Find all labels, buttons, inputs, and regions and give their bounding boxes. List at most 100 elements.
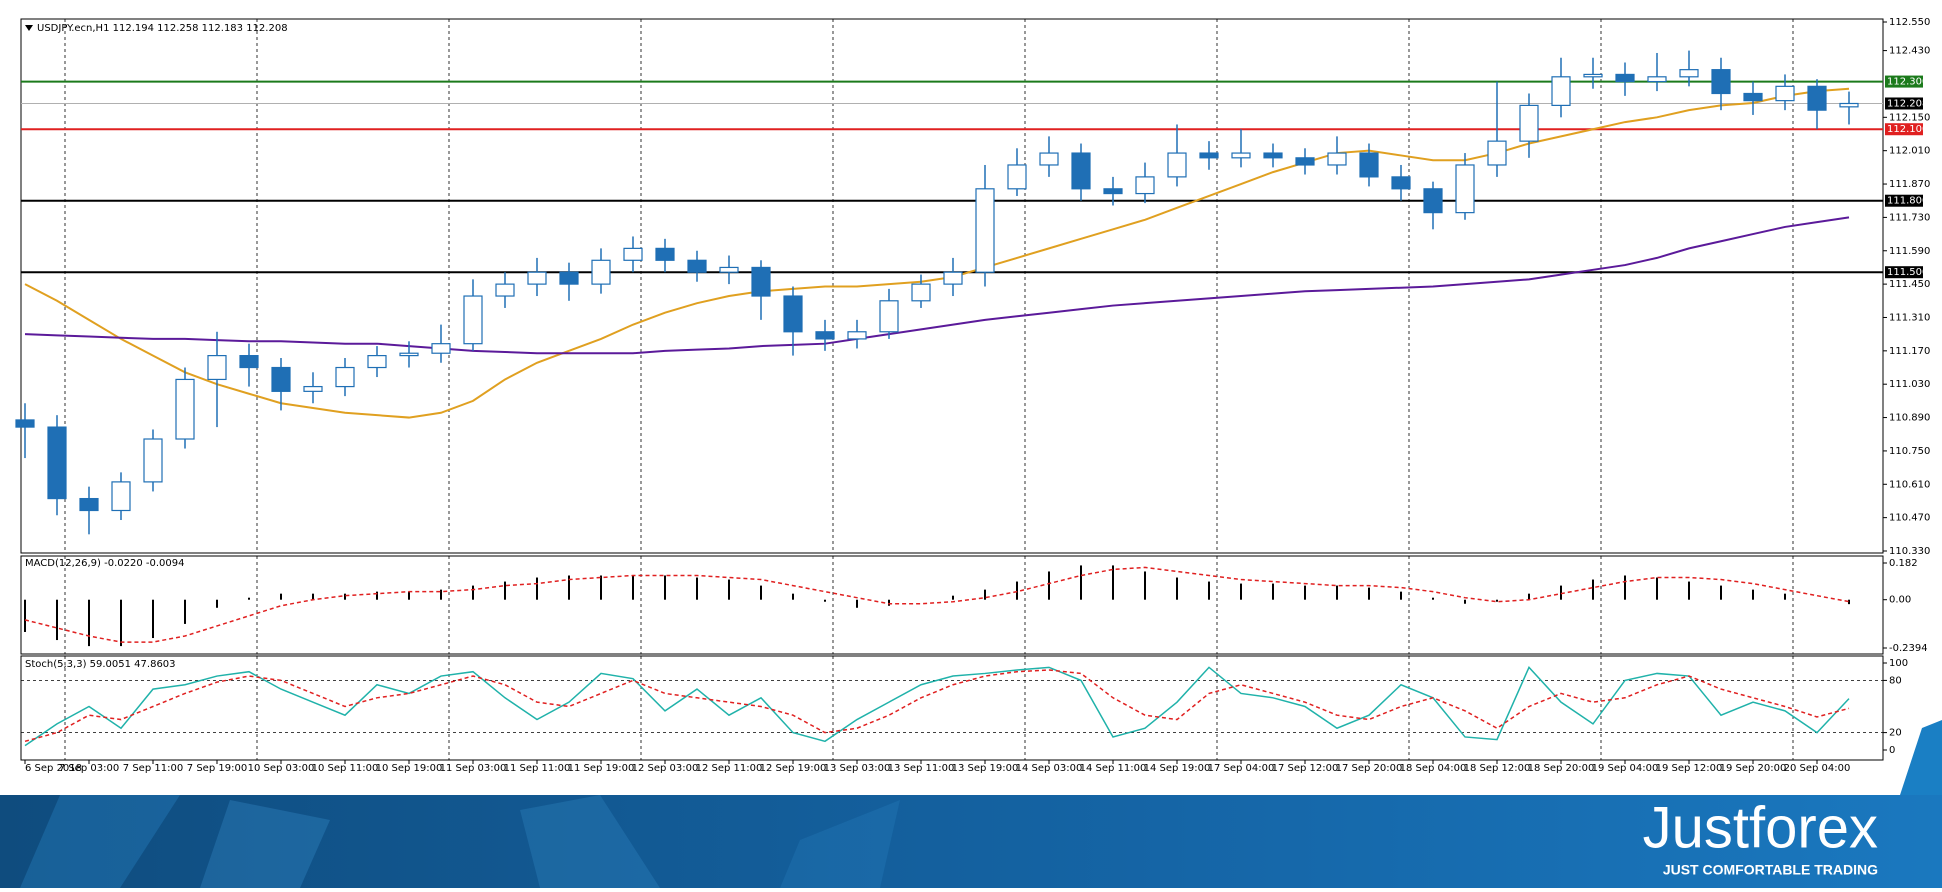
moving-average <box>24 216 1850 355</box>
candle-body <box>1647 76 1667 83</box>
candle-body <box>751 266 771 297</box>
x-tick-label: 18 Sep 04:00 <box>1400 763 1467 774</box>
x-tick-label: 11 Sep 11:00 <box>504 763 571 774</box>
panel-frame <box>20 655 1884 761</box>
y-tick-label: 80 <box>1889 675 1902 686</box>
candle-body <box>1295 157 1315 166</box>
y-tick-label: 110.890 <box>1889 413 1930 424</box>
candle-body <box>1839 102 1859 108</box>
x-tick-label: 19 Sep 04:00 <box>1592 763 1659 774</box>
candle-body <box>495 283 515 297</box>
candle-body <box>1487 140 1507 166</box>
y-tick-label: 112.010 <box>1889 146 1930 157</box>
x-tick-label: 19 Sep 20:00 <box>1720 763 1787 774</box>
x-tick-label: 10 Sep 03:00 <box>248 763 315 774</box>
candle-body <box>1199 152 1219 159</box>
candle-body <box>591 259 611 285</box>
level-label: 112.300 <box>1887 77 1928 88</box>
level-box <box>1885 97 1923 110</box>
level-label: 111.500 <box>1887 267 1928 278</box>
candle-body <box>1775 85 1795 102</box>
panel-frame <box>20 555 1884 655</box>
candle-body <box>1551 76 1571 107</box>
candle-body <box>15 419 35 428</box>
candle-body <box>79 497 99 512</box>
candle-body <box>783 295 803 333</box>
candle-body <box>911 283 931 302</box>
y-tick-label: 0 <box>1889 745 1895 756</box>
x-tick-label: 6 Sep 2018 <box>25 763 82 774</box>
title-marker <box>25 25 33 31</box>
level-box <box>1885 75 1923 88</box>
candle-body <box>1327 152 1347 166</box>
x-tick-label: 17 Sep 12:00 <box>1272 763 1339 774</box>
candle-body <box>815 331 835 340</box>
x-tick-label: 7 Sep 19:00 <box>187 763 247 774</box>
y-tick-label: 110.750 <box>1889 446 1930 457</box>
brand: Justforex <box>1643 795 1878 860</box>
candle-body <box>1071 152 1091 190</box>
candle-body <box>1039 152 1059 166</box>
x-tick-label: 11 Sep 19:00 <box>568 763 635 774</box>
candle-body <box>111 481 131 512</box>
candle-body <box>655 247 675 261</box>
x-tick-label: 14 Sep 11:00 <box>1080 763 1147 774</box>
panel-frame <box>20 18 1884 554</box>
candle-body <box>687 259 707 273</box>
y-tick-label: 111.030 <box>1889 379 1930 390</box>
candle-body <box>399 352 419 357</box>
candle-body <box>335 366 355 388</box>
candle-body <box>1583 73 1603 78</box>
x-tick-label: 10 Sep 19:00 <box>376 763 443 774</box>
y-tick-label: 0.00 <box>1889 595 1911 606</box>
candle-body <box>1263 152 1283 159</box>
candle-body <box>623 247 643 261</box>
candle-body <box>271 366 291 392</box>
candle-body <box>1807 85 1827 111</box>
panel-title: MACD(12,26,9) -0.0220 -0.0094 <box>25 558 185 569</box>
candle-body <box>1455 164 1475 214</box>
candle-body <box>239 355 259 369</box>
candle-body <box>1103 188 1123 195</box>
moving-average <box>24 87 1850 419</box>
x-tick-label: 7 Sep 03:00 <box>59 763 119 774</box>
candle-body <box>463 295 483 345</box>
level-box <box>1885 266 1923 279</box>
x-tick-label: 12 Sep 19:00 <box>760 763 827 774</box>
candle-body <box>143 438 163 483</box>
candle-body <box>1007 164 1027 190</box>
candle-body <box>1231 152 1251 159</box>
level-label: 112.208 <box>1887 98 1928 109</box>
x-tick-label: 14 Sep 03:00 <box>1016 763 1083 774</box>
y-tick-label: 111.310 <box>1889 312 1930 323</box>
x-tick-label: 13 Sep 11:00 <box>888 763 955 774</box>
candle-body <box>879 300 899 333</box>
candle-body <box>1423 188 1443 214</box>
y-tick-label: 111.170 <box>1889 346 1930 357</box>
tagline: JUST COMFORTABLE TRADING <box>1663 862 1878 878</box>
y-tick-label: 110.470 <box>1889 513 1930 524</box>
candle-body <box>719 266 739 273</box>
x-tick-label: 13 Sep 19:00 <box>952 763 1019 774</box>
candle-body <box>1711 69 1731 95</box>
x-tick-label: 18 Sep 20:00 <box>1528 763 1595 774</box>
footer-banner <box>0 795 1942 888</box>
banner-shape <box>20 795 180 888</box>
plot-area: 110.330 110.470 110.610 110.750 110.890 111.0… <box>15 17 1930 774</box>
candle-body <box>943 271 963 285</box>
panel-title: Stoch(5,3,3) 59.0051 47.8603 <box>25 659 176 670</box>
candle-body <box>47 426 67 500</box>
x-tick-label: 12 Sep 03:00 <box>632 763 699 774</box>
banner-corner <box>1900 720 1942 795</box>
candle-body <box>975 188 995 273</box>
y-tick-label: 111.870 <box>1889 179 1930 190</box>
candle-body <box>1167 152 1187 178</box>
banner-shape <box>200 800 330 888</box>
level-box <box>1885 123 1923 136</box>
y-tick-label: 111.730 <box>1889 212 1930 223</box>
y-tick-label: 111.590 <box>1889 246 1930 257</box>
candle-body <box>207 355 227 381</box>
y-tick-label: 112.430 <box>1889 46 1930 57</box>
